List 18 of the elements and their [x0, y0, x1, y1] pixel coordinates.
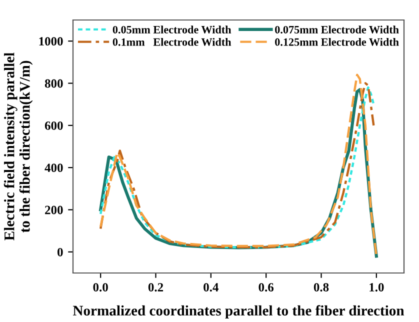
- x-tick-label: 1.0: [370, 283, 384, 292]
- legend-label: 0.125mm Electrode Width: [275, 38, 399, 46]
- x-tick-label: 0.0: [93, 283, 108, 292]
- y-axis-title: Electric field intensity parallel to the fiber direction(kV/m): [4, 52, 33, 240]
- y-tick-label: 600: [44, 121, 63, 130]
- y-tick-label: 400: [44, 164, 63, 172]
- y-tick-label: 800: [44, 79, 63, 88]
- x-tick-label: 0.4: [204, 283, 218, 292]
- y-tick-label: 200: [45, 206, 63, 214]
- legend-label: 0.1mm Electrode Width: [112, 38, 232, 46]
- legend-label: 0.075mm Electrode Width: [275, 26, 399, 34]
- x-tick-label: 0.2: [148, 283, 164, 292]
- x-tick-label: 0.6: [258, 283, 274, 292]
- y-tick-label: 0: [58, 248, 63, 256]
- legend-label: 0.05mm Electrode Width: [112, 26, 232, 34]
- x-tick-label: 0.8: [314, 283, 329, 292]
- x-axis-title: Normalized coordinates parallel to the fiber direction: [72, 305, 404, 319]
- y-tick-label: 1000: [39, 37, 63, 46]
